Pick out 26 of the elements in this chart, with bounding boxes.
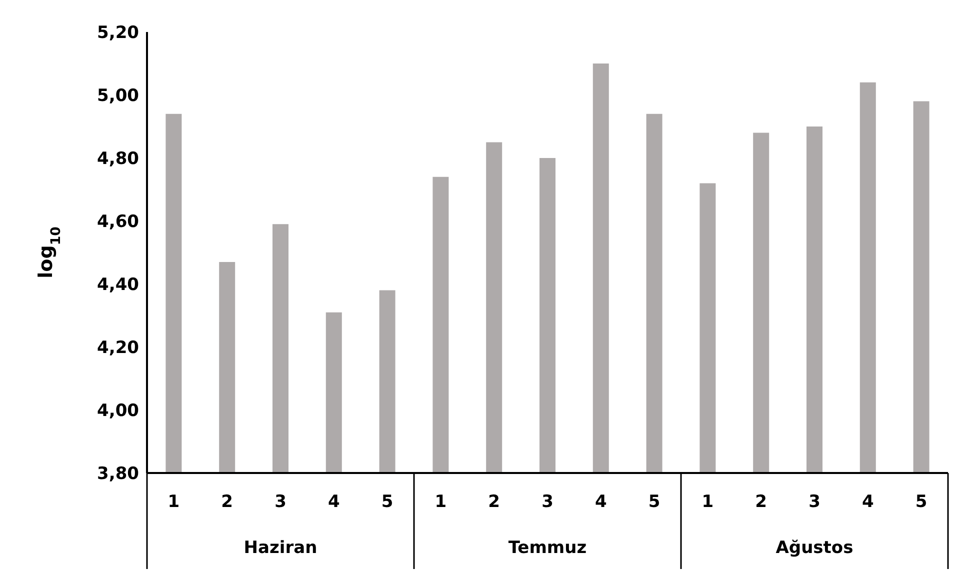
y-tick-label: 4,40: [97, 275, 140, 296]
x-tick-label: 5: [915, 492, 928, 512]
x-tick-label: 2: [488, 492, 500, 512]
x-tick-label: 5: [381, 492, 394, 512]
x-tick-label: 1: [702, 492, 714, 512]
y-tick-label: 4,00: [97, 401, 140, 422]
x-tick-label: 1: [434, 492, 447, 512]
text: Ağustos: [776, 538, 854, 558]
y-tick-label: 5,20: [97, 23, 140, 44]
y-tick-label: 5,00: [97, 86, 140, 106]
text: Temmuz: [508, 538, 587, 558]
y-tick-label: 3,80: [97, 464, 140, 484]
x-tick-label: 3: [542, 492, 554, 512]
y-tick-label: 4,80: [97, 149, 140, 170]
text: Haziran: [244, 538, 318, 558]
x-tick-label: 3: [808, 492, 820, 512]
x-tick-label: 2: [755, 492, 768, 512]
y-tick-label: 4,60: [97, 212, 140, 232]
x-tick-label: 4: [862, 492, 874, 512]
x-tick-label: 3: [274, 492, 286, 512]
x-tick-label: 1: [168, 492, 180, 512]
x-tick-label: 4: [594, 492, 607, 512]
x-tick-label: 4: [328, 492, 340, 512]
y-tick-label: 4,20: [97, 338, 140, 358]
x-tick-label: 2: [221, 492, 234, 512]
x-tick-label: 5: [648, 492, 660, 512]
